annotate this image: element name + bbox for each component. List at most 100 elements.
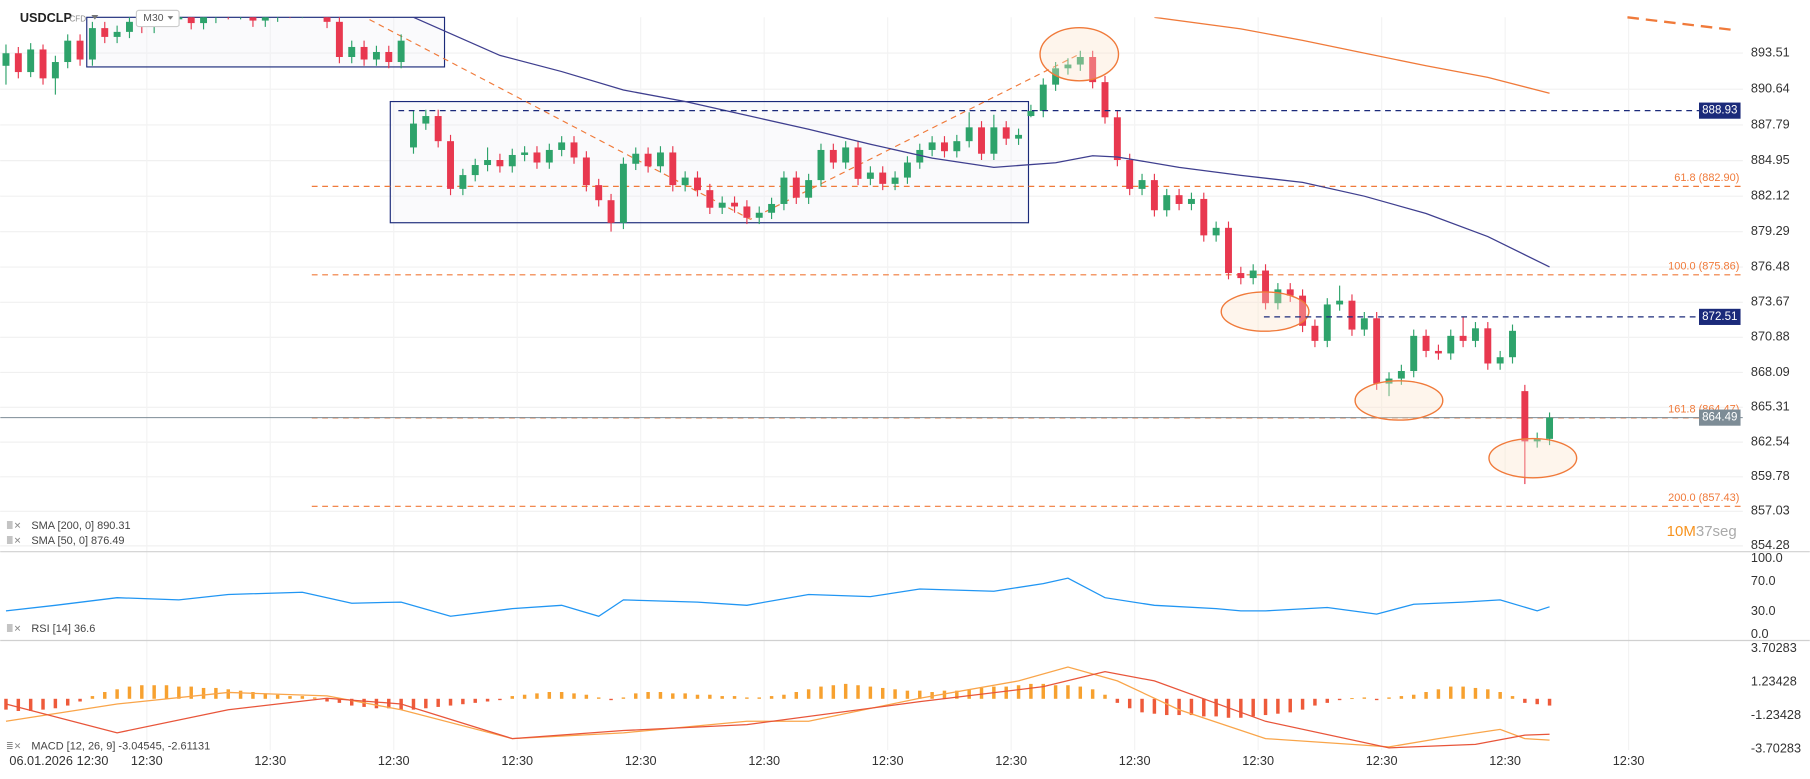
macd-histogram-bar bbox=[510, 696, 514, 699]
y-tick-label: 873.67 bbox=[1751, 295, 1790, 309]
macd-histogram-bar bbox=[979, 687, 984, 699]
trend-line bbox=[369, 19, 1080, 220]
candle-body bbox=[1027, 111, 1035, 117]
macd-histogram-bar bbox=[745, 697, 749, 699]
candle-body bbox=[1212, 227, 1220, 236]
candle-body bbox=[64, 40, 72, 63]
dropdown-caret[interactable] bbox=[91, 15, 99, 20]
candle-body bbox=[1015, 134, 1023, 139]
macd-histogram-bar bbox=[1498, 692, 1502, 699]
macd-histogram-bar bbox=[350, 698, 354, 706]
candle-body bbox=[39, 49, 47, 79]
candle-body bbox=[817, 149, 825, 181]
y-tick-label: 859.78 bbox=[1751, 469, 1790, 483]
timeframe-box[interactable] bbox=[135, 9, 180, 28]
icon[interactable]: ≣✕ bbox=[6, 741, 21, 751]
candle-body bbox=[731, 202, 739, 207]
indicator-label: RSI [14] 36.6 bbox=[31, 623, 95, 635]
macd-histogram-bar bbox=[893, 689, 897, 699]
candle-body bbox=[1373, 318, 1381, 384]
macd-histogram-bar bbox=[1523, 698, 1527, 703]
candle-body bbox=[385, 51, 393, 63]
y-tick-label: 884.95 bbox=[1751, 153, 1790, 167]
macd-histogram-bar bbox=[1288, 698, 1292, 713]
macd-histogram-bar bbox=[152, 685, 156, 699]
macd-histogram-bar bbox=[461, 698, 465, 705]
current-price-label: 864.49 bbox=[1702, 412, 1737, 424]
macd-histogram-bar bbox=[905, 690, 910, 699]
macd-histogram-bar bbox=[1436, 689, 1441, 699]
candle-body bbox=[755, 212, 763, 218]
macd-histogram-bar bbox=[498, 698, 502, 701]
candle-body bbox=[126, 21, 133, 32]
countdown-minutes: 10M bbox=[1667, 523, 1696, 540]
macd-histogram-bar bbox=[65, 698, 70, 706]
icon[interactable]: ≣✕ bbox=[6, 536, 21, 546]
candle-body bbox=[1546, 417, 1554, 439]
candle-body bbox=[1126, 160, 1134, 189]
candle-body bbox=[1496, 357, 1504, 364]
macd-histogram-bar bbox=[671, 693, 675, 699]
candle-body bbox=[619, 163, 627, 223]
dropdown-caret[interactable] bbox=[167, 16, 174, 20]
candle-body bbox=[669, 152, 677, 186]
macd-histogram-bar bbox=[1350, 698, 1354, 700]
macd-histogram-bar bbox=[1251, 698, 1255, 717]
macd-histogram-bar bbox=[424, 698, 428, 709]
macd-histogram-bar bbox=[1239, 698, 1243, 718]
candle-body bbox=[2, 53, 10, 66]
macd-histogram-bar bbox=[473, 698, 477, 703]
macd-histogram-bar bbox=[1510, 696, 1515, 699]
candle-body bbox=[496, 160, 504, 167]
candle-body bbox=[237, 7, 244, 13]
symbol[interactable]: USDCLP bbox=[20, 11, 73, 25]
macd-histogram-bar bbox=[1127, 698, 1132, 709]
drawings bbox=[86, 16, 1734, 224]
macd-histogram-bar bbox=[263, 693, 268, 699]
macd-histogram-bar bbox=[1103, 694, 1107, 699]
candle-body bbox=[681, 177, 689, 186]
candle-body bbox=[200, 17, 208, 24]
candle-body bbox=[299, 3, 306, 12]
y-tick-label: 3.70283 bbox=[1751, 641, 1797, 655]
x-tick-label: 06.01.2026 bbox=[9, 754, 72, 768]
y-tick-label: 70.0 bbox=[1751, 574, 1776, 588]
timeframe[interactable]: M30 bbox=[143, 13, 163, 24]
macd-histogram-bar bbox=[720, 696, 724, 699]
candle-body bbox=[261, 17, 269, 21]
macd-histogram-bar bbox=[732, 696, 737, 699]
y-tick-label: 1.23428 bbox=[1751, 674, 1797, 688]
macd-histogram-bar bbox=[127, 686, 132, 699]
trend-line bbox=[1627, 16, 1734, 32]
candle-body bbox=[447, 141, 454, 189]
macd-histogram-bar bbox=[374, 698, 379, 709]
sma-line bbox=[413, 17, 1550, 268]
macd-histogram-bar bbox=[1202, 698, 1206, 717]
macd-histogram-bar bbox=[103, 692, 107, 699]
y-tick-label: 30.0 bbox=[1751, 604, 1776, 618]
highlight bbox=[1354, 380, 1444, 421]
icon[interactable]: ≣✕ bbox=[6, 521, 21, 531]
candle-body bbox=[1076, 57, 1084, 65]
candle-body bbox=[113, 31, 121, 37]
candle-body bbox=[27, 49, 35, 73]
macd-histogram-bar bbox=[300, 696, 305, 699]
macd-histogram-bar bbox=[325, 698, 329, 702]
highlight bbox=[1039, 27, 1120, 82]
fib-label: 61.8 (882.90) bbox=[1674, 172, 1739, 184]
x-tick-label: 12:30 bbox=[1119, 754, 1151, 768]
candle-body bbox=[1360, 318, 1368, 330]
icon[interactable]: ≣✕ bbox=[6, 623, 21, 633]
candle-body bbox=[978, 127, 985, 154]
macd-histogram-bar bbox=[1152, 698, 1157, 714]
candle-body bbox=[1299, 295, 1307, 326]
y-tick-label: 879.29 bbox=[1751, 224, 1790, 238]
candle-body bbox=[953, 141, 961, 152]
candle-body bbox=[1447, 335, 1455, 354]
grid bbox=[0, 17, 1743, 751]
macd-histogram-bar bbox=[708, 694, 712, 699]
macd-histogram-bar bbox=[843, 683, 848, 699]
candle-body bbox=[941, 142, 948, 152]
x-tick-label: 12:30 bbox=[254, 754, 286, 768]
